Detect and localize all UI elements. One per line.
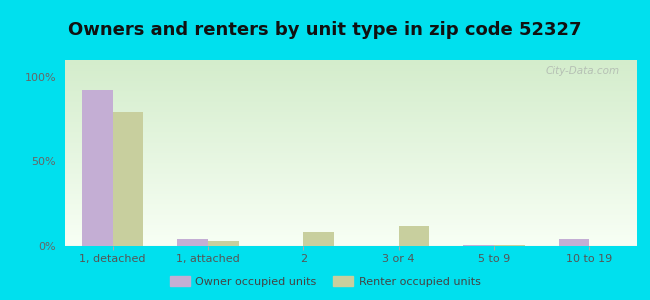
Bar <box>463 245 494 246</box>
Text: City-Data.com: City-Data.com <box>546 66 620 76</box>
Bar <box>398 226 429 246</box>
Bar <box>494 245 525 246</box>
Bar <box>304 232 334 246</box>
Text: Owners and renters by unit type in zip code 52327: Owners and renters by unit type in zip c… <box>68 21 582 39</box>
Bar <box>112 112 143 246</box>
Bar <box>208 241 239 246</box>
Bar <box>177 239 208 246</box>
Bar <box>559 239 590 246</box>
Bar <box>82 90 112 246</box>
Legend: Owner occupied units, Renter occupied units: Owner occupied units, Renter occupied un… <box>165 272 485 291</box>
